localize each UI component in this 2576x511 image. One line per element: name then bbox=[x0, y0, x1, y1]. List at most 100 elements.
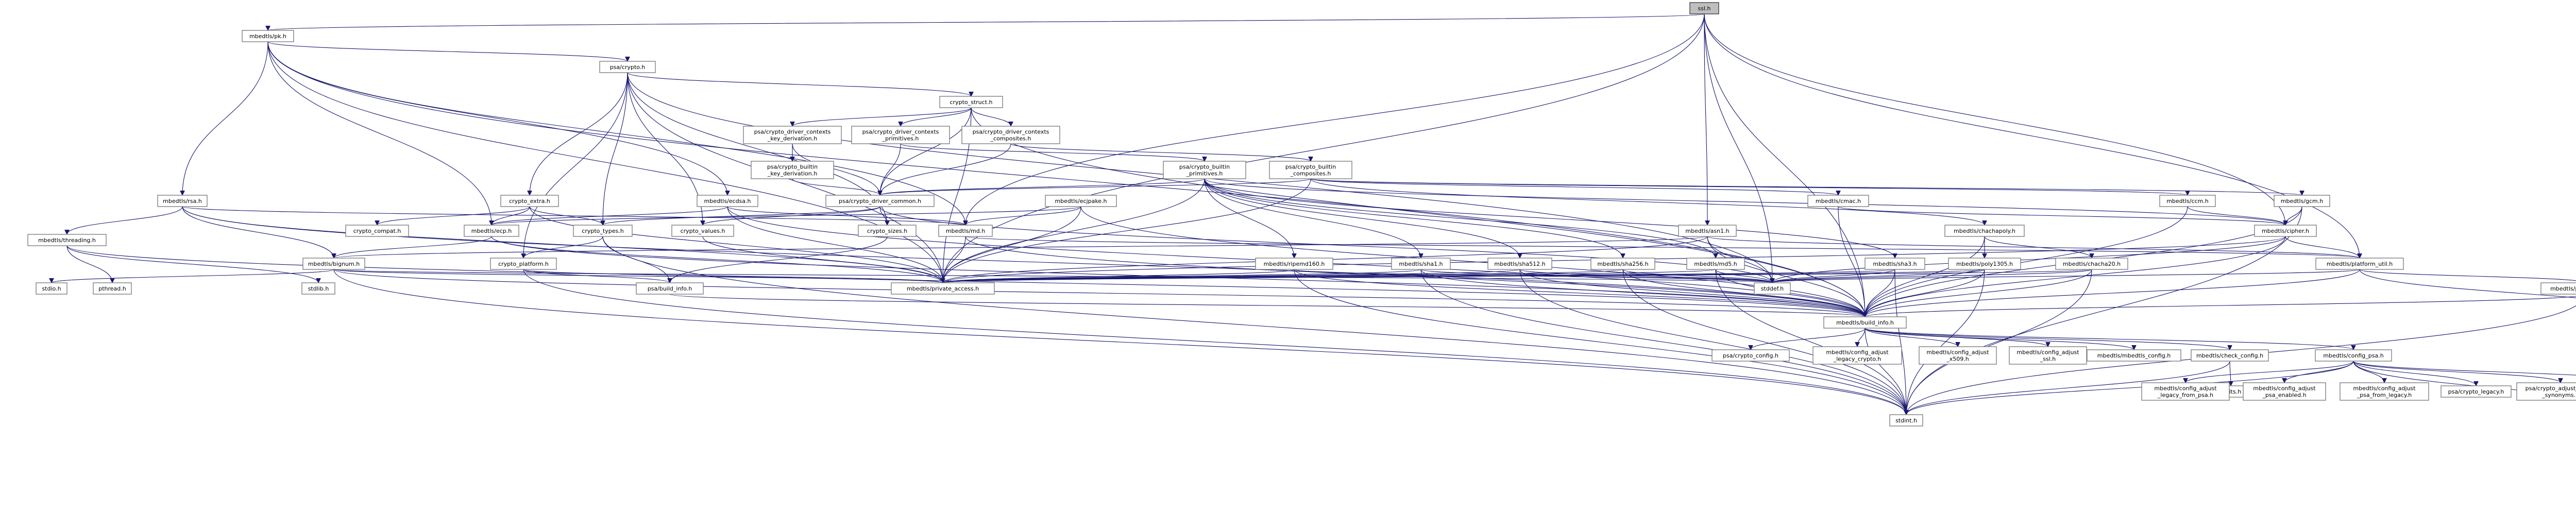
edge-ecjpake-to-ecp bbox=[492, 206, 1081, 226]
node-ecp[interactable]: mbedtls/ecp.h bbox=[464, 225, 519, 237]
node-cfgx509-label: _x509.h bbox=[1946, 356, 1969, 363]
node-stddef[interactable]: stddef.h bbox=[1754, 282, 1791, 295]
node-cbcomp-label: _composites.h bbox=[1290, 171, 1331, 177]
node-poly1305[interactable]: mbedtls/poly1305.h bbox=[1948, 258, 2021, 270]
node-ctypes[interactable]: crypto_types.h bbox=[573, 225, 633, 237]
node-ecjpake-label: mbedtls/ecjpake.h bbox=[1055, 198, 1107, 205]
node-cfglegacy[interactable]: mbedtls/config_adjust_legacy_crypto.h bbox=[1812, 346, 1902, 365]
node-cfglegfrompsa[interactable]: mbedtls/config_adjust_legacy_from_psa.h bbox=[2141, 382, 2230, 401]
node-sha3-label: mbedtls/sha3.h bbox=[1873, 261, 1917, 267]
node-cfglegacy-label: _legacy_crypto.h bbox=[1833, 356, 1882, 363]
edge-drvcomp-to-cdc bbox=[880, 143, 1011, 195]
node-cfgx509-label: mbedtls/config_adjust bbox=[1926, 349, 1989, 356]
node-rsa[interactable]: mbedtls/rsa.h bbox=[157, 195, 208, 207]
node-cfgpsaauto-label: mbedtls/config_adjust bbox=[2253, 385, 2316, 392]
edge-sha512-to-stddef bbox=[1519, 269, 1772, 283]
node-cfgpsafromleg[interactable]: mbedtls/config_adjust_psa_from_legacy.h bbox=[2340, 382, 2429, 401]
node-cstruct[interactable]: crypto_struct.h bbox=[939, 96, 1003, 108]
node-md[interactable]: mbedtls/md.h bbox=[938, 225, 993, 237]
edge-platutil-to-timeh bbox=[2359, 269, 2576, 298]
edge-cbprim-to-cipher bbox=[1204, 178, 2285, 226]
node-crypto[interactable]: psa/crypto.h bbox=[599, 61, 656, 73]
node-ripemd[interactable]: mbedtls/ripemd160.h bbox=[1255, 258, 1333, 270]
node-pconfig-label: psa/crypto_config.h bbox=[1723, 352, 1778, 359]
node-poly1305-box bbox=[1948, 258, 2021, 270]
node-drvcomp-label: _composites.h bbox=[990, 135, 1031, 142]
node-sha3[interactable]: mbedtls/sha3.h bbox=[1865, 258, 1925, 270]
edge-ssl-to-pk bbox=[268, 13, 1705, 30]
node-cfgpsaauto[interactable]: mbedtls/config_adjust_psa_enabled.h bbox=[2243, 382, 2326, 401]
node-sha256-label: mbedtls/sha256.h bbox=[1597, 261, 1648, 267]
node-cfgx509[interactable]: mbedtls/config_adjust_x509.h bbox=[1919, 346, 1997, 365]
node-cmac[interactable]: mbedtls/cmac.h bbox=[1807, 195, 1869, 207]
edge-cvalues-to-private bbox=[702, 236, 943, 283]
node-cbkd[interactable]: psa/crypto_builtin_key_derivation.h bbox=[751, 161, 834, 179]
node-pconfig[interactable]: psa/crypto_config.h bbox=[1711, 349, 1790, 362]
node-cplatform[interactable]: crypto_platform.h bbox=[490, 258, 557, 270]
node-cbcomp[interactable]: psa/crypto_builtin_composites.h bbox=[1269, 161, 1352, 179]
node-clegacy-label: psa/crypto_legacy.h bbox=[2448, 388, 2504, 395]
node-chachapoly[interactable]: mbedtls/chachapoly.h bbox=[1944, 225, 2025, 237]
edge-cplatform-to-stdint bbox=[523, 269, 1906, 415]
node-cvalues[interactable]: crypto_values.h bbox=[671, 225, 734, 237]
node-sha1-label: mbedtls/sha1.h bbox=[1399, 261, 1443, 267]
edge-poly1305-to-stddef bbox=[1772, 269, 1985, 283]
node-stddef-label: stddef.h bbox=[1761, 285, 1784, 292]
edge-cbprim-to-cdc bbox=[880, 178, 1205, 196]
edge-ccm-to-cipher bbox=[2187, 206, 2285, 226]
node-gcm[interactable]: mbedtls/gcm.h bbox=[2274, 195, 2330, 207]
node-md5[interactable]: mbedtls/md5.h bbox=[1686, 258, 1745, 270]
node-cfgsyn[interactable]: psa/crypto_adjust_config_synonyms.h bbox=[2516, 382, 2576, 401]
node-csizes[interactable]: crypto_sizes.h bbox=[858, 225, 917, 237]
node-drvcomp-box bbox=[961, 126, 1060, 144]
edge-ripemd-to-mbuildinfo bbox=[1294, 269, 1865, 317]
node-private[interactable]: mbedtls/private_access.h bbox=[891, 282, 995, 295]
node-cdc[interactable]: psa/crypto_driver_common.h bbox=[825, 195, 935, 207]
node-drvprim[interactable]: psa/crypto_driver_contexts_primitives.h bbox=[851, 126, 950, 144]
edge-sha3-to-stddef bbox=[1772, 269, 1895, 283]
node-sha512[interactable]: mbedtls/sha512.h bbox=[1487, 258, 1552, 270]
node-cmac-box bbox=[1807, 195, 1869, 207]
node-stdint[interactable]: stdint.h bbox=[1889, 414, 1923, 427]
node-mconfig[interactable]: mbedtls/mbedtls_config.h bbox=[2087, 349, 2181, 362]
node-pk[interactable]: mbedtls/pk.h bbox=[242, 30, 294, 42]
node-cfgssl[interactable]: mbedtls/config_adjust_ssl.h bbox=[2009, 346, 2087, 365]
node-cextra[interactable]: crypto_extra.h bbox=[500, 195, 559, 207]
node-ssl[interactable]: ssl.h bbox=[1689, 2, 1719, 14]
node-ecdsa[interactable]: mbedtls/ecdsa.h bbox=[697, 195, 758, 207]
node-ccm[interactable]: mbedtls/ccm.h bbox=[2159, 195, 2216, 207]
node-buildinfo-box bbox=[636, 282, 704, 295]
edge-drvkd-to-cdc bbox=[792, 143, 880, 195]
node-cfglegacy-box bbox=[1812, 346, 1902, 365]
node-plattime[interactable]: mbedtls/platform_time.h bbox=[2540, 282, 2576, 295]
node-drvcomp[interactable]: psa/crypto_driver_contexts_composites.h bbox=[961, 126, 1060, 144]
node-drvkd[interactable]: psa/crypto_driver_contexts_key_derivatio… bbox=[743, 126, 842, 144]
node-ccompat[interactable]: crypto_compat.h bbox=[345, 225, 409, 237]
node-chacha20[interactable]: mbedtls/chacha20.h bbox=[2055, 258, 2128, 270]
node-stdioh[interactable]: stdio.h bbox=[36, 282, 67, 295]
node-sha1[interactable]: mbedtls/sha1.h bbox=[1391, 258, 1451, 270]
node-stdlib[interactable]: stdlib.h bbox=[301, 282, 335, 295]
node-asn1[interactable]: mbedtls/asn1.h bbox=[1678, 225, 1737, 237]
node-cipher[interactable]: mbedtls/cipher.h bbox=[2254, 225, 2317, 237]
node-stdioh-label: stdio.h bbox=[42, 285, 61, 292]
node-bignum[interactable]: mbedtls/bignum.h bbox=[302, 258, 365, 270]
node-threading[interactable]: mbedtls/threading.h bbox=[27, 234, 107, 246]
node-sha256[interactable]: mbedtls/sha256.h bbox=[1590, 258, 1655, 270]
edge-cdc-to-csizes bbox=[879, 206, 887, 225]
node-ecjpake[interactable]: mbedtls/ecjpake.h bbox=[1045, 195, 1117, 207]
edge-bignum-to-mbuildinfo bbox=[333, 269, 1865, 317]
edge-cipher-to-mbuildinfo bbox=[1865, 236, 2286, 317]
node-mbuildinfo[interactable]: mbedtls/build_info.h bbox=[1823, 316, 1907, 329]
node-buildinfo[interactable]: psa/build_info.h bbox=[636, 282, 704, 295]
node-pthread[interactable]: pthread.h bbox=[93, 282, 132, 295]
node-platutil[interactable]: mbedtls/platform_util.h bbox=[2315, 258, 2404, 270]
node-md-label: mbedtls/md.h bbox=[946, 228, 985, 234]
node-checkcfg[interactable]: mbedtls/check_config.h bbox=[2191, 349, 2269, 362]
node-cbprim[interactable]: psa/crypto_builtin_primitives.h bbox=[1163, 161, 1246, 179]
edge-chacha20-to-stdint bbox=[1906, 269, 2092, 415]
node-configpsa[interactable]: mbedtls/config_psa.h bbox=[2315, 349, 2392, 362]
edge-cbprim-to-ripemd bbox=[1204, 178, 1294, 258]
node-clegacy[interactable]: psa/crypto_legacy.h bbox=[2441, 385, 2512, 398]
edge-drvprim-to-cdc bbox=[880, 143, 901, 195]
